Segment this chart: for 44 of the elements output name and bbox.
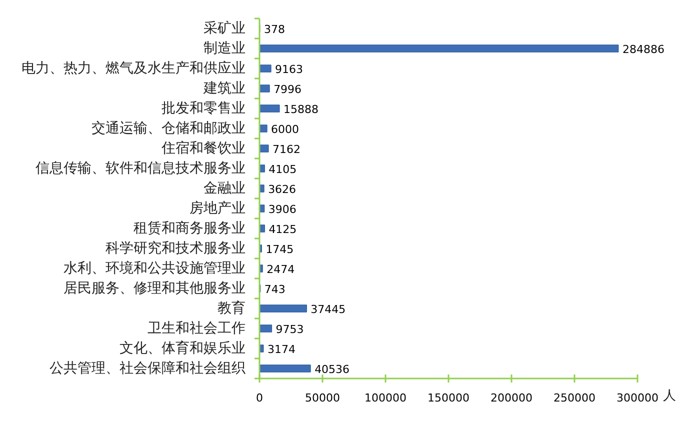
y-tick-label: 交通运输、仓储和邮政业: [92, 120, 246, 136]
x-tick-label: 50000: [305, 392, 340, 404]
data-label: 37445: [310, 303, 346, 316]
x-tick-label: 250000: [554, 392, 596, 404]
y-tick-label: 电力、热力、燃气及水生产和供应业: [22, 60, 246, 76]
data-label: 9753: [276, 323, 304, 336]
data-label: 7996: [274, 83, 302, 96]
x-tick-label: 100000: [364, 392, 407, 404]
data-label: 40536: [314, 363, 350, 376]
y-tick-label: 公共管理、社会保障和社会组织: [50, 360, 246, 376]
x-axis-title: 人: [663, 388, 676, 404]
data-label: 743: [264, 283, 286, 296]
y-tick-label: 采矿业: [204, 20, 246, 36]
data-label: 15888: [284, 103, 319, 116]
y-tick-label: 制造业: [204, 40, 246, 56]
data-label: 378: [264, 23, 285, 36]
data-label: 284886: [622, 43, 664, 56]
data-label: 3626: [268, 183, 296, 196]
data-label: 9163: [275, 63, 304, 76]
x-tick-label: 0: [256, 392, 263, 404]
x-tick-label: 150000: [428, 392, 470, 404]
y-tick-label: 建筑业: [202, 80, 246, 96]
data-label: 3174: [268, 343, 296, 356]
y-tick-label: 水利、环境和公共设施管理业: [64, 260, 246, 276]
data-label: 3906: [268, 203, 296, 216]
y-tick-label: 金融业: [204, 180, 246, 196]
x-tick-label: 300000: [616, 392, 659, 404]
data-label: 6000: [271, 123, 300, 136]
data-label: 4125: [268, 223, 297, 236]
y-tick-label: 卫生和社会工作: [148, 320, 246, 336]
y-tick-label: 租赁和商务服务业: [134, 220, 246, 236]
y-tick-label: 住宿和餐饮业: [160, 140, 246, 156]
data-label: 4105: [268, 163, 297, 176]
y-tick-label: 信息传输、软件和信息技术服务业: [36, 160, 246, 176]
data-label: 1745: [266, 243, 294, 256]
y-tick-label: 科学研究和技术服务业: [106, 240, 246, 256]
data-label: 2474: [266, 263, 295, 276]
y-tick-label: 文化、体育和娱乐业: [120, 340, 246, 356]
y-tick-label: 教育: [218, 300, 246, 316]
y-tick-label: 居民服务、修理和其他服务业: [64, 280, 246, 296]
x-tick-label: 200000: [490, 392, 533, 404]
y-tick-label: 批发和零售业: [162, 100, 246, 116]
data-label: 7162: [272, 143, 301, 156]
y-tick-label: 房地产业: [190, 200, 246, 216]
